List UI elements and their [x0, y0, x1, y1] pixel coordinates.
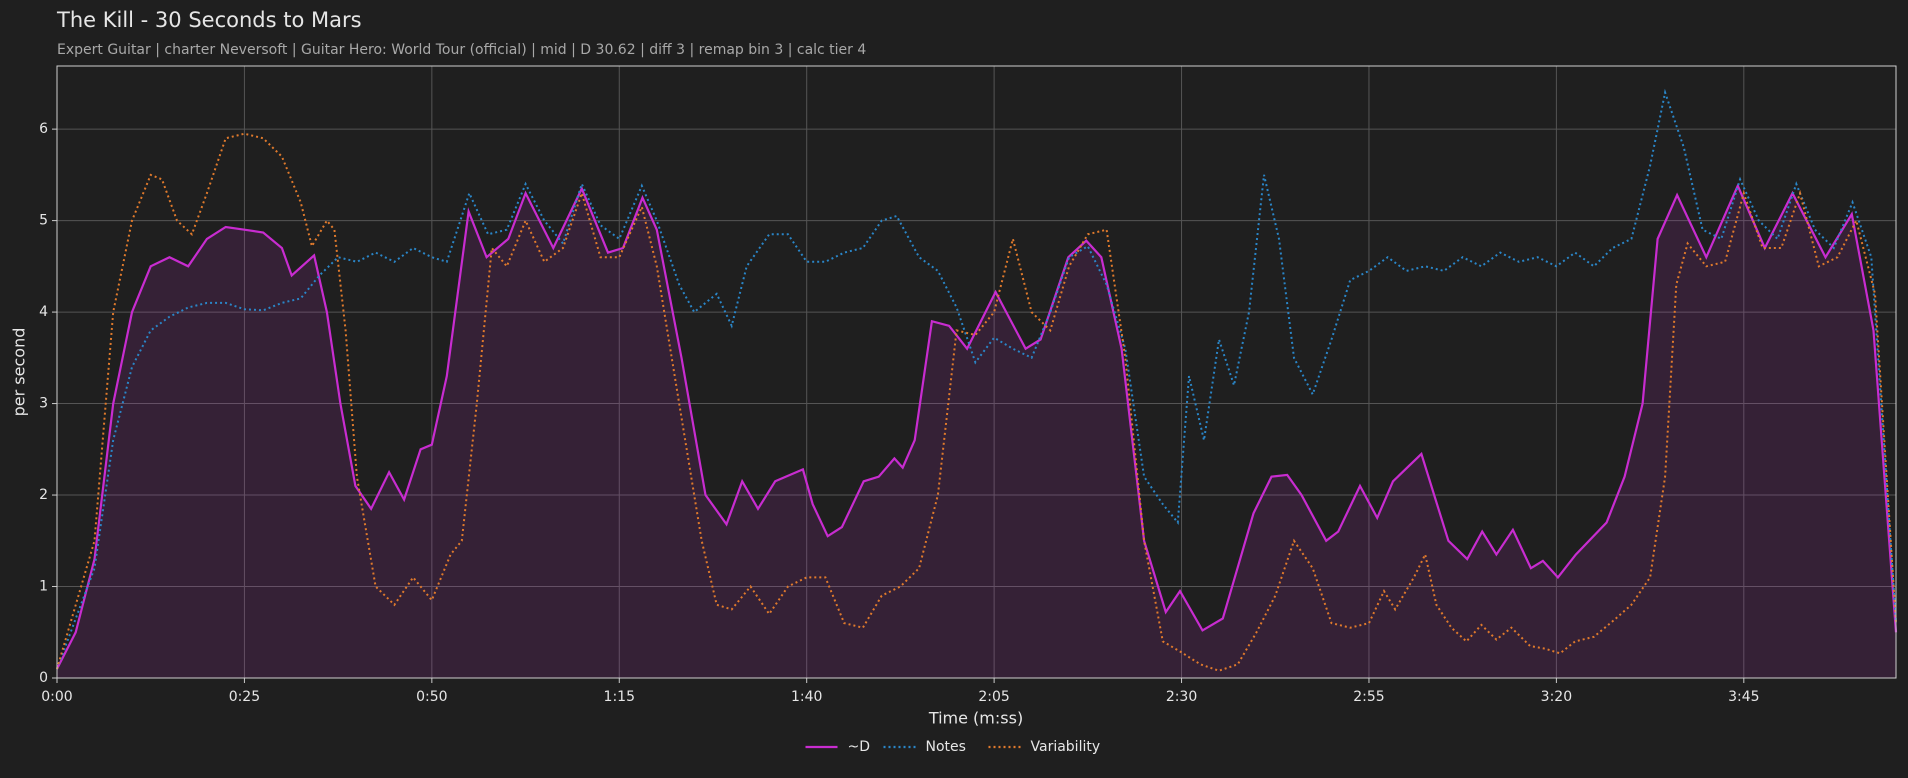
- legend-label: Notes: [926, 739, 966, 755]
- legend-label: Variability: [1031, 739, 1101, 755]
- chart-subtitle: Expert Guitar | charter Neversoft | Guit…: [57, 42, 866, 58]
- x-tick-label: 3:20: [1541, 689, 1572, 705]
- line: [56, 183, 1898, 670]
- y-tick-label: 5: [39, 213, 48, 229]
- y-tick-label: 1: [39, 579, 48, 595]
- y-tick-label: 0: [39, 670, 48, 686]
- x-tick-label: 2:55: [1353, 689, 1384, 705]
- x-tick-label: 2:30: [1166, 689, 1197, 705]
- legend-item: Variability: [988, 739, 1101, 755]
- legend-item: ~D: [805, 739, 871, 755]
- x-axis-label: Time (m:ss): [928, 709, 1023, 728]
- line: [56, 132, 1897, 672]
- line: [56, 88, 1897, 670]
- plot-background: [57, 66, 1896, 678]
- y-axis-label: per second: [10, 328, 29, 417]
- x-tick-label: 0:25: [229, 689, 260, 705]
- plot-frame: [56, 65, 1897, 679]
- x-tick-label: 1:40: [791, 689, 822, 705]
- y-tick-label: 6: [39, 121, 48, 137]
- x-tick-label: 2:05: [978, 689, 1009, 705]
- x-tick-label: 0:00: [41, 689, 72, 705]
- y-tick-label: 3: [39, 396, 48, 412]
- legend-item: Notes: [883, 739, 966, 755]
- chart-title: The Kill - 30 Seconds to Mars: [56, 8, 362, 32]
- area: [57, 185, 1896, 679]
- y-tick-label: 4: [39, 304, 48, 320]
- y-tick-label: 2: [39, 487, 48, 503]
- legend-label: ~D: [848, 739, 871, 755]
- x-tick-label: 1:15: [604, 689, 635, 705]
- x-tick-label: 0:50: [416, 689, 447, 705]
- x-tick-label: 3:45: [1728, 689, 1759, 705]
